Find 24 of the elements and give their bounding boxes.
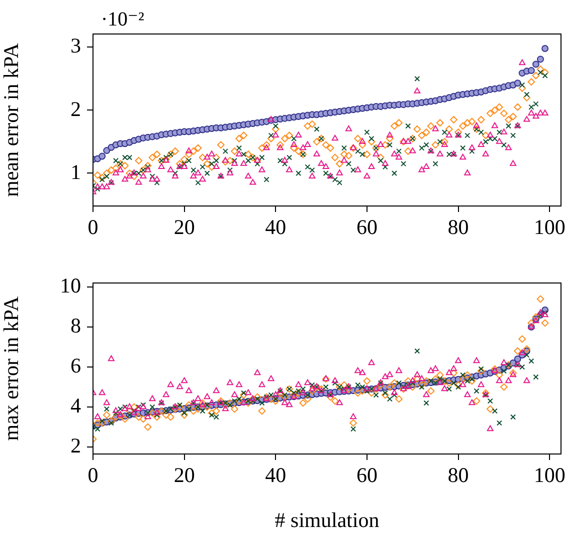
x-tick-label: 0 — [88, 463, 98, 488]
x-tick-label: 20 — [174, 463, 195, 488]
y-tick-label: 6 — [70, 354, 81, 378]
x-tick-label: 40 — [265, 215, 286, 240]
y-axis-title: mean error in kPA — [0, 42, 24, 197]
x-tick-label: 60 — [356, 463, 378, 488]
y-axis-title: max error in kPA — [0, 295, 24, 441]
y-tick-label: 2 — [70, 96, 81, 121]
y-tick-label: 10 — [60, 274, 81, 298]
y-tick-label: 4 — [70, 394, 82, 418]
x-tick-label: 80 — [448, 215, 469, 240]
y-tick-label: 3 — [70, 34, 81, 58]
text: ·10⁻² — [101, 8, 144, 30]
x-tick-label: 40 — [265, 463, 286, 488]
y-tick-label: 1 — [70, 160, 81, 184]
x-tick-label: 0 — [88, 215, 98, 240]
x-tick-label: 20 — [174, 215, 195, 240]
x-tick-label: 100 — [534, 215, 566, 240]
y-tick-label: 8 — [70, 314, 81, 338]
x-tick-label: 80 — [448, 463, 469, 488]
x-tick-label: 100 — [534, 463, 566, 488]
x-axis-title: # simulation — [274, 508, 380, 532]
y-tick-label: 2 — [70, 434, 81, 458]
x-tick-label: 60 — [356, 215, 378, 240]
